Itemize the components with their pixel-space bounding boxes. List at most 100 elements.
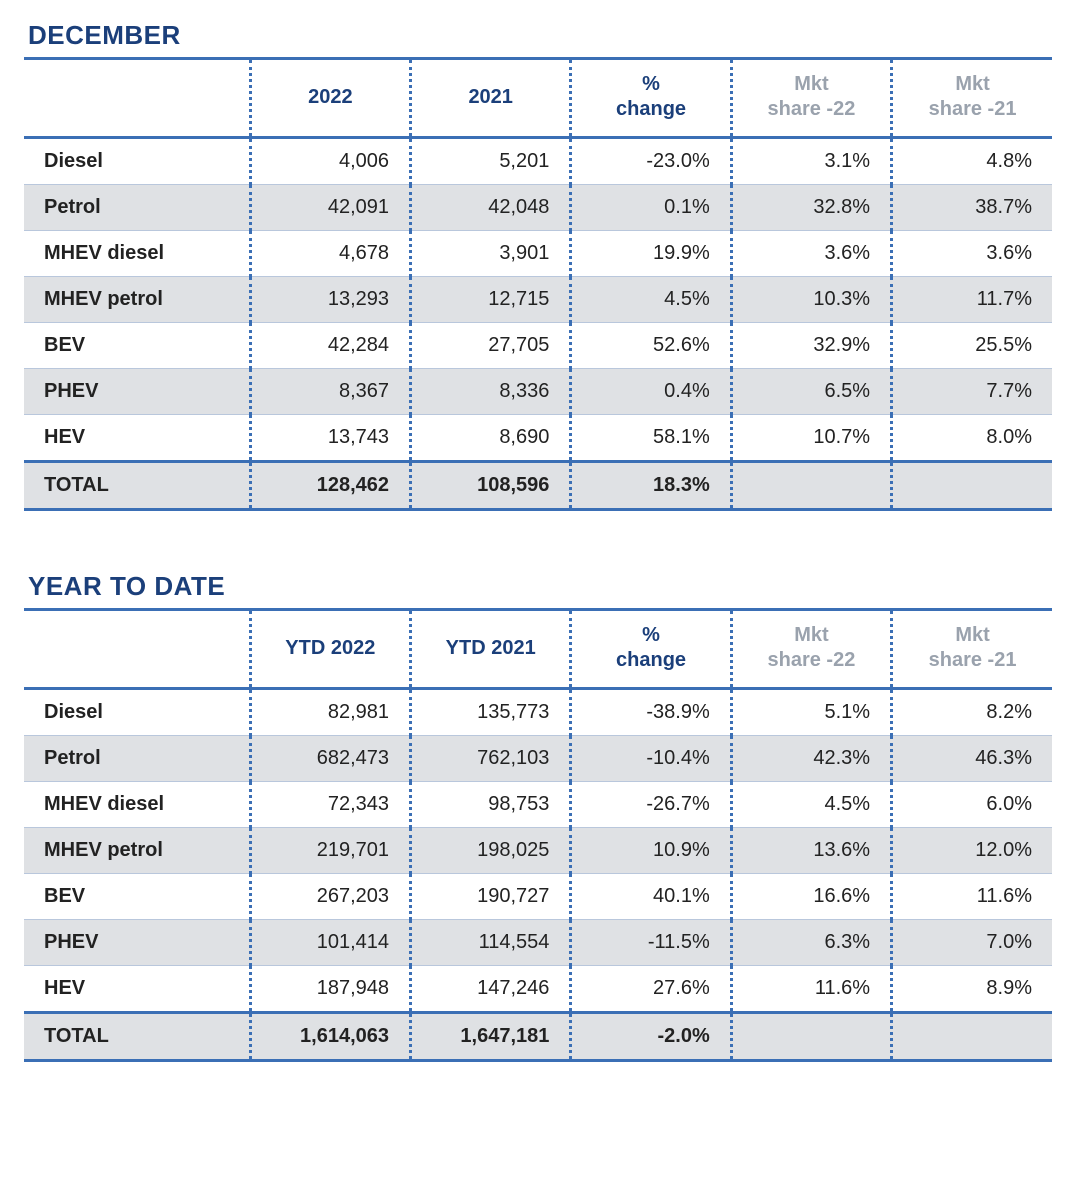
row-label: PHEV — [24, 920, 250, 966]
table-cell: 0.1% — [571, 185, 731, 231]
row-label: HEV — [24, 415, 250, 462]
table-cell: 32.8% — [731, 185, 891, 231]
section-title: YEAR TO DATE — [28, 571, 1052, 602]
table-cell: 12,715 — [411, 277, 571, 323]
table-cell — [731, 1013, 891, 1061]
table-cell: 147,246 — [411, 966, 571, 1013]
data-table: 20222021% changeMkt share -22Mkt share -… — [24, 57, 1052, 511]
table-cell: 8.0% — [892, 415, 1052, 462]
table-cell: 190,727 — [411, 874, 571, 920]
table-cell: 11.6% — [892, 874, 1052, 920]
table-cell: 267,203 — [250, 874, 410, 920]
table-cell: 682,473 — [250, 736, 410, 782]
table-cell: 42,048 — [411, 185, 571, 231]
row-label: Diesel — [24, 138, 250, 185]
table-cell: 58.1% — [571, 415, 731, 462]
table-cell: 98,753 — [411, 782, 571, 828]
table-row: Petrol682,473762,103-10.4%42.3%46.3% — [24, 736, 1052, 782]
table-cell: 7.7% — [892, 369, 1052, 415]
column-header: % change — [571, 610, 731, 689]
table-cell: 40.1% — [571, 874, 731, 920]
table-cell: 38.7% — [892, 185, 1052, 231]
table-cell — [892, 462, 1052, 510]
table-cell: 7.0% — [892, 920, 1052, 966]
total-row: TOTAL128,462108,59618.3% — [24, 462, 1052, 510]
column-header: 2022 — [250, 59, 410, 138]
table-row: MHEV petrol219,701198,02510.9%13.6%12.0% — [24, 828, 1052, 874]
table-cell: -26.7% — [571, 782, 731, 828]
table-cell: 101,414 — [250, 920, 410, 966]
table-row: MHEV petrol13,29312,7154.5%10.3%11.7% — [24, 277, 1052, 323]
table-cell: 8.2% — [892, 689, 1052, 736]
table-cell: 46.3% — [892, 736, 1052, 782]
table-row: BEV42,28427,70552.6%32.9%25.5% — [24, 323, 1052, 369]
row-label: HEV — [24, 966, 250, 1013]
table-cell: 5,201 — [411, 138, 571, 185]
table-cell: 25.5% — [892, 323, 1052, 369]
column-header: Mkt share -22 — [731, 59, 891, 138]
table-cell — [731, 462, 891, 510]
table-cell: 11.7% — [892, 277, 1052, 323]
row-label: MHEV petrol — [24, 828, 250, 874]
column-header: Mkt share -21 — [892, 59, 1052, 138]
table-cell: 5.1% — [731, 689, 891, 736]
row-label: BEV — [24, 323, 250, 369]
table-cell: 135,773 — [411, 689, 571, 736]
table-cell: 1,614,063 — [250, 1013, 410, 1061]
table-cell: 8.9% — [892, 966, 1052, 1013]
column-header: Mkt share -22 — [731, 610, 891, 689]
table-cell: 27.6% — [571, 966, 731, 1013]
section-title: DECEMBER — [28, 20, 1052, 51]
table-cell: 82,981 — [250, 689, 410, 736]
table-cell: 13,743 — [250, 415, 410, 462]
table-cell: 42.3% — [731, 736, 891, 782]
column-header: YTD 2022 — [250, 610, 410, 689]
table-cell: 0.4% — [571, 369, 731, 415]
table-cell: 3.6% — [731, 231, 891, 277]
column-header — [24, 59, 250, 138]
table-cell: 219,701 — [250, 828, 410, 874]
table-cell: 8,367 — [250, 369, 410, 415]
table-row: HEV187,948147,24627.6%11.6%8.9% — [24, 966, 1052, 1013]
table-row: MHEV diesel4,6783,90119.9%3.6%3.6% — [24, 231, 1052, 277]
table-cell: 13,293 — [250, 277, 410, 323]
table-cell: 72,343 — [250, 782, 410, 828]
column-header: % change — [571, 59, 731, 138]
column-header: 2021 — [411, 59, 571, 138]
table-row: Petrol42,09142,0480.1%32.8%38.7% — [24, 185, 1052, 231]
table-cell: 42,091 — [250, 185, 410, 231]
table-cell: 6.5% — [731, 369, 891, 415]
table-cell: -23.0% — [571, 138, 731, 185]
column-header: YTD 2021 — [411, 610, 571, 689]
row-label: Petrol — [24, 736, 250, 782]
table-cell: 16.6% — [731, 874, 891, 920]
row-label: MHEV diesel — [24, 231, 250, 277]
table-row: BEV267,203190,72740.1%16.6%11.6% — [24, 874, 1052, 920]
table-cell: 3.6% — [892, 231, 1052, 277]
table-cell: 8,336 — [411, 369, 571, 415]
table-cell: 6.3% — [731, 920, 891, 966]
table-cell: 27,705 — [411, 323, 571, 369]
table-cell: 19.9% — [571, 231, 731, 277]
table-cell: 4,006 — [250, 138, 410, 185]
table-cell: 32.9% — [731, 323, 891, 369]
table-cell: 198,025 — [411, 828, 571, 874]
table-cell: 18.3% — [571, 462, 731, 510]
table-cell: 10.7% — [731, 415, 891, 462]
table-cell: 52.6% — [571, 323, 731, 369]
table-cell: 8,690 — [411, 415, 571, 462]
table-row: Diesel82,981135,773-38.9%5.1%8.2% — [24, 689, 1052, 736]
table-row: PHEV8,3678,3360.4%6.5%7.7% — [24, 369, 1052, 415]
row-label: TOTAL — [24, 1013, 250, 1061]
table-cell: 11.6% — [731, 966, 891, 1013]
table-cell: 1,647,181 — [411, 1013, 571, 1061]
table-cell: 42,284 — [250, 323, 410, 369]
table-row: Diesel4,0065,201-23.0%3.1%4.8% — [24, 138, 1052, 185]
table-cell: 4.5% — [731, 782, 891, 828]
column-header — [24, 610, 250, 689]
table-row: PHEV101,414114,554-11.5%6.3%7.0% — [24, 920, 1052, 966]
table-cell: 6.0% — [892, 782, 1052, 828]
row-label: MHEV diesel — [24, 782, 250, 828]
table-cell: 10.9% — [571, 828, 731, 874]
table-cell: -10.4% — [571, 736, 731, 782]
